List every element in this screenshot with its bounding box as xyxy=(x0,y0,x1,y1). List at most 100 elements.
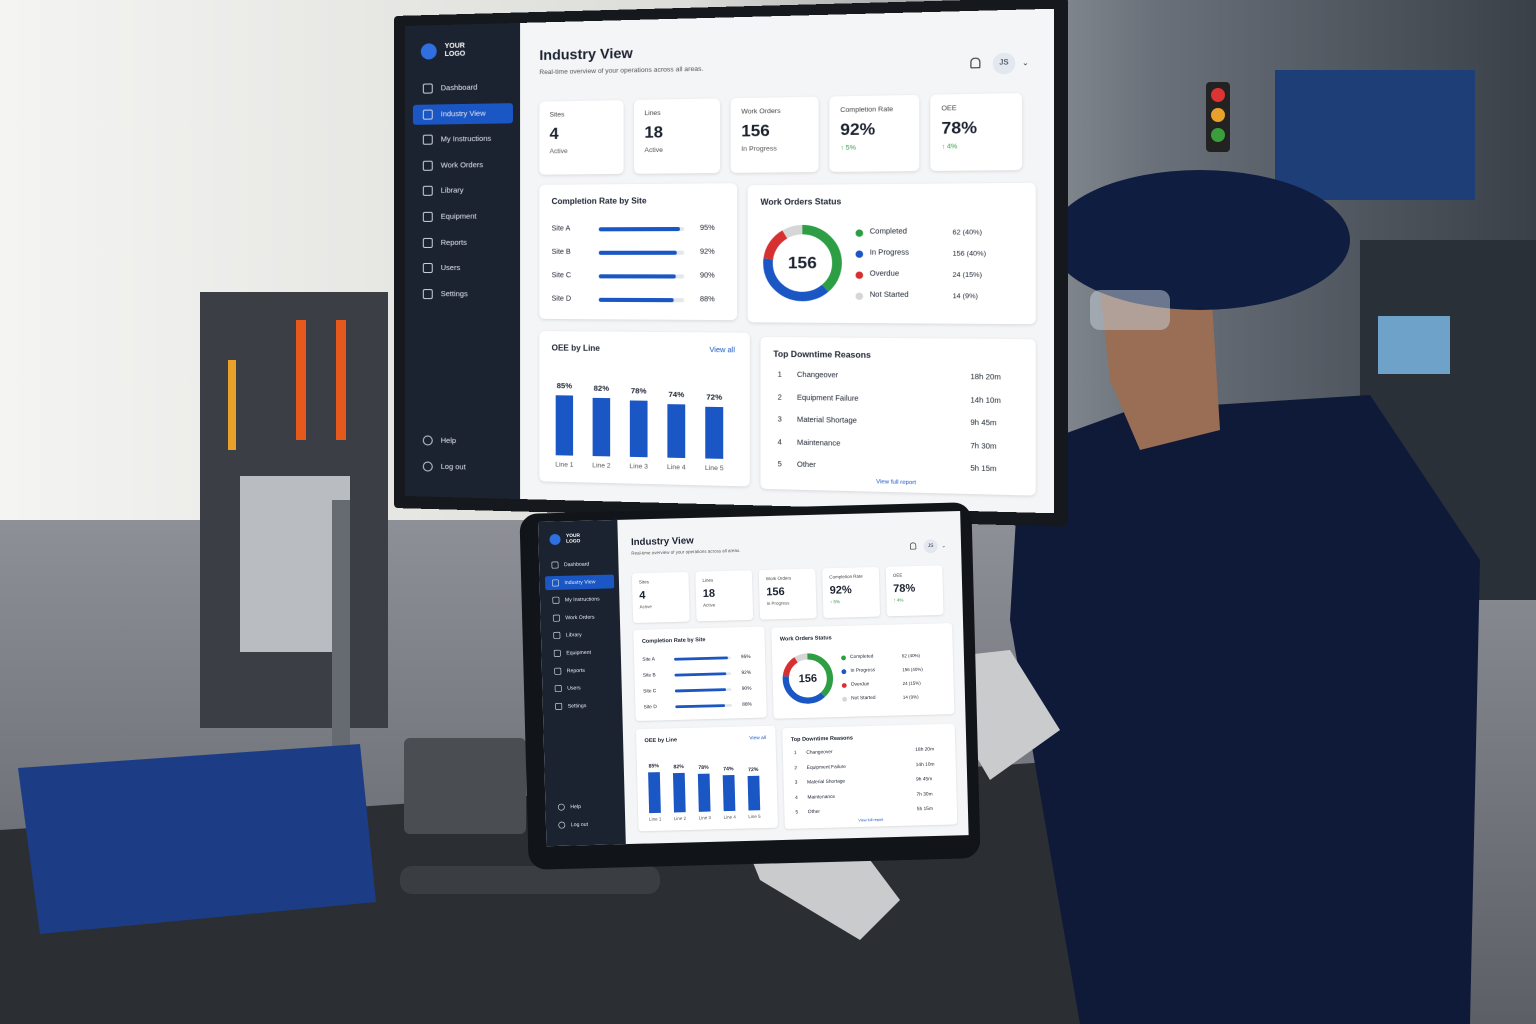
link[interactable]: View full report xyxy=(858,818,884,823)
nav-icon xyxy=(422,134,433,145)
legend-dot xyxy=(841,655,847,661)
worker-cap xyxy=(1050,170,1350,310)
nav-item[interactable]: Library xyxy=(440,185,464,196)
nav-item[interactable]: Settings xyxy=(567,702,587,709)
logo-text: YOUR LOGO xyxy=(444,42,466,59)
kpi-note: Active xyxy=(549,147,568,156)
site-label: Site D xyxy=(551,295,572,303)
status-card: Work Orders Status Completed 62 (40%) In Pr… xyxy=(771,622,955,719)
x-label: Line 4 xyxy=(723,815,736,821)
value-label: 74% xyxy=(723,765,734,772)
kpi-label: Lines xyxy=(702,578,714,584)
avatar[interactable]: JS xyxy=(923,539,938,554)
legend-dot xyxy=(842,696,848,702)
nav-item[interactable]: Log out xyxy=(570,820,589,828)
nav-icon xyxy=(422,83,433,94)
kpi-label: OEE xyxy=(892,573,903,579)
nav-item[interactable]: Work Orders xyxy=(565,613,595,621)
kpi-card: Lines 18 Active xyxy=(634,98,721,174)
rank: 1 xyxy=(777,371,782,379)
legend-label: Overdue xyxy=(850,681,870,688)
nav-item[interactable]: Equipment xyxy=(440,211,477,221)
kpi-value: 92% xyxy=(840,120,876,140)
bar xyxy=(555,394,574,456)
oee-card: OEE by Line View all 85% Line 1 82% Line 2 78%… xyxy=(635,725,778,832)
link[interactable]: View all xyxy=(709,346,735,355)
nav-icon xyxy=(557,803,565,811)
reason: Changeover xyxy=(796,371,839,380)
nav-icon xyxy=(422,435,433,446)
nav-item[interactable]: My Instructions xyxy=(440,133,492,144)
legend-dot xyxy=(841,683,847,688)
duration: 18h 20m xyxy=(970,373,1001,382)
nav-item[interactable]: Dashboard xyxy=(440,82,478,93)
bar xyxy=(674,672,727,677)
avatar[interactable]: JS xyxy=(992,52,1016,75)
nav-item[interactable]: Log out xyxy=(440,461,466,472)
completion-card: Completion Rate by Site Site A 95% Site B 92… xyxy=(633,626,767,721)
kpi-card: Sites 4 Active xyxy=(631,571,690,624)
value-label: 88% xyxy=(699,296,715,304)
status-card: Work Orders Status Completed 62 (40%) In Pr… xyxy=(747,182,1036,325)
kpi-value: 18 xyxy=(702,587,716,600)
nav-item[interactable]: Industry View xyxy=(440,108,486,119)
nav-item[interactable]: Users xyxy=(440,263,461,273)
kpi-card: Completion Rate 92% ↑ 5% xyxy=(829,94,920,172)
nav-icon xyxy=(552,596,560,604)
bell-icon[interactable] xyxy=(970,57,981,69)
nav-icon xyxy=(551,561,559,569)
link[interactable]: View all xyxy=(749,735,766,741)
pegboard-plate xyxy=(240,476,350,652)
rank: 3 xyxy=(777,416,782,424)
logo-icon xyxy=(549,533,561,546)
duration: 18h 20m xyxy=(915,746,935,753)
kpi-value: 78% xyxy=(893,582,916,595)
screwdriver xyxy=(336,320,346,440)
legend-label: In Progress xyxy=(869,249,910,257)
nav-icon xyxy=(422,186,433,197)
nav-item[interactable]: Library xyxy=(565,631,582,639)
banner xyxy=(1275,70,1475,200)
bar xyxy=(674,688,726,693)
bell-icon[interactable] xyxy=(909,542,917,550)
duration: 7h 30m xyxy=(970,442,997,451)
nav-item[interactable]: Industry View xyxy=(564,578,596,586)
kpi-card: Completion Rate 92% ↑ 5% xyxy=(822,566,881,619)
bar xyxy=(598,250,678,255)
bar xyxy=(674,656,728,661)
link[interactable]: View full report xyxy=(876,479,917,487)
nav-item[interactable]: Reports xyxy=(440,237,467,247)
legend-value: 24 (15%) xyxy=(952,271,982,280)
value-label: 88% xyxy=(742,702,752,708)
value-label: 85% xyxy=(556,380,573,390)
nav-item[interactable]: Help xyxy=(570,803,582,810)
avatar-caret: ⌄ xyxy=(1022,59,1029,68)
value-label: 90% xyxy=(741,686,752,692)
bar xyxy=(705,406,724,459)
nav-item[interactable]: Reports xyxy=(566,666,585,674)
nav-item[interactable]: Settings xyxy=(440,288,468,299)
nav-item[interactable]: Work Orders xyxy=(440,159,484,170)
site-label: Site B xyxy=(642,672,656,679)
nav-item[interactable]: Dashboard xyxy=(563,560,590,568)
kpi-label: OEE xyxy=(941,104,957,113)
kpi-value: 78% xyxy=(941,119,978,138)
kpi-value: 4 xyxy=(549,125,559,144)
nav-icon xyxy=(554,667,562,675)
legend-label: Completed xyxy=(850,654,874,660)
nav-item[interactable]: My Instructions xyxy=(564,595,600,603)
nav-item[interactable]: Help xyxy=(440,435,457,446)
x-label: Line 1 xyxy=(555,461,574,469)
legend-value: 156 (40%) xyxy=(952,250,987,258)
nav-item[interactable]: Equipment xyxy=(566,648,592,656)
legend-label: In Progress xyxy=(850,667,876,674)
kpi-card: Lines 18 Active xyxy=(695,570,754,622)
page-subtitle: Real-time overview of your operations ac… xyxy=(539,65,704,77)
parts-bin xyxy=(18,744,376,934)
site-label: Site A xyxy=(551,225,571,233)
oee-card: OEE by Line View all 85% Line 1 82% Line 2 78%… xyxy=(539,331,750,487)
legend-label: Overdue xyxy=(869,270,900,278)
nav-item[interactable]: Users xyxy=(567,684,581,692)
duration: 5h 15m xyxy=(970,465,997,474)
bar xyxy=(675,704,726,709)
